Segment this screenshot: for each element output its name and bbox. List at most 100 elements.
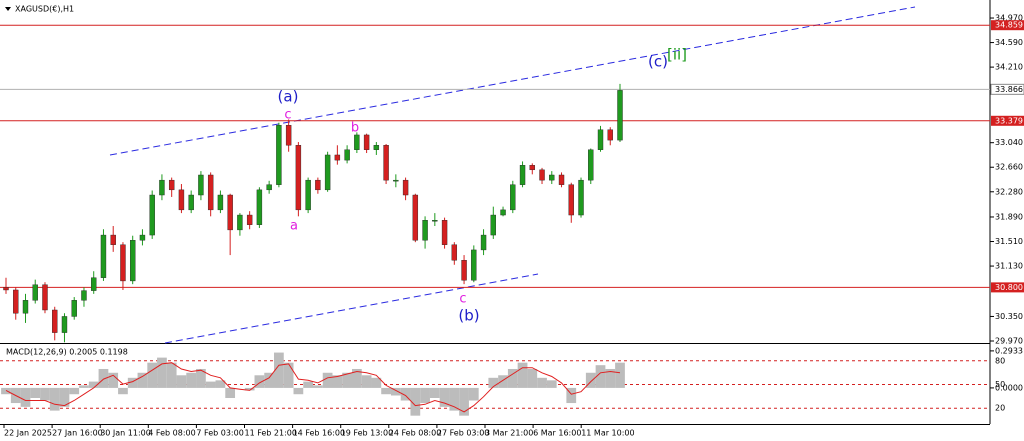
candle-body — [490, 214, 497, 236]
wave-label: c — [284, 108, 291, 123]
candle-body — [500, 209, 506, 216]
candle-body — [354, 134, 360, 150]
candle-body — [305, 179, 311, 211]
macd-bar — [449, 387, 460, 411]
last-price-label: 33.866 — [995, 85, 1023, 94]
candle-body — [149, 194, 155, 236]
macd-bar — [225, 387, 236, 399]
candle-body — [412, 194, 419, 241]
candle-body — [549, 174, 555, 181]
wave-label: b — [351, 121, 359, 136]
candle-body — [32, 284, 38, 301]
candle-body — [217, 194, 224, 211]
macd-bar — [303, 381, 313, 388]
wave-label: a — [290, 219, 298, 234]
candle-body — [461, 260, 467, 281]
macd-bar — [595, 365, 606, 388]
candle-body — [120, 244, 126, 282]
macd-bar — [108, 372, 119, 388]
macd-bar — [254, 375, 265, 388]
macd-bar — [537, 377, 547, 388]
candle-body — [188, 194, 194, 211]
candle-body — [198, 174, 204, 196]
macd-bar — [157, 357, 167, 388]
macd-bar — [166, 362, 177, 388]
candle-body — [558, 174, 565, 185]
candle-body — [402, 179, 409, 196]
macd-bar — [88, 381, 99, 388]
candle-body — [139, 234, 146, 241]
macd-bar — [488, 377, 499, 388]
macd-bar — [381, 387, 391, 395]
level-label: 30.800 — [995, 283, 1023, 292]
wave-label: (b) — [458, 307, 479, 325]
candle-body — [178, 189, 185, 211]
candle-body — [344, 149, 350, 161]
macd-bar — [118, 387, 128, 395]
candle-body — [607, 129, 613, 141]
macd-bar — [196, 368, 206, 388]
candle-body — [383, 145, 389, 181]
candle-body — [393, 179, 399, 182]
macd-bar — [98, 368, 109, 388]
indicator-label: MACD(12,26,9) 0.2005 0.1198 — [6, 348, 128, 357]
candle-body — [100, 234, 107, 278]
upper-trend-line — [109, 6, 916, 156]
macd-bar — [390, 387, 401, 396]
x-tick-label: 30 Jan 11:00 — [100, 429, 151, 438]
candle-body — [568, 184, 574, 216]
y-tick-label: 31.130 — [995, 262, 1023, 271]
candle-body — [480, 234, 487, 251]
candle-body — [441, 220, 448, 245]
macd-bar — [293, 387, 304, 395]
y-tick-label: 29.970 — [995, 336, 1023, 345]
candle-body — [52, 309, 58, 333]
x-tick-label: 14 Feb 16:00 — [293, 429, 345, 438]
candle-body — [597, 129, 604, 150]
candle-body — [285, 125, 292, 146]
macd-bar — [439, 387, 450, 407]
macd-bar — [127, 377, 138, 388]
macd-bar — [40, 387, 50, 401]
candle-body — [22, 300, 29, 314]
candle-body — [422, 220, 428, 241]
candle-body — [91, 277, 97, 291]
macd-bar — [420, 387, 430, 404]
level-tag — [991, 282, 1024, 293]
candle-body — [588, 149, 594, 181]
candle-body — [256, 189, 263, 225]
wave-label: c — [459, 292, 466, 307]
wave-label: [ii] — [667, 46, 687, 64]
candle-body — [295, 145, 302, 211]
signal-line — [5, 362, 621, 413]
macd-bar — [1, 387, 11, 395]
macd-bar — [205, 381, 216, 388]
x-tick-label: 6 Mar 16:00 — [533, 429, 581, 438]
x-tick-label: 3 Mar 21:00 — [485, 429, 533, 438]
x-tick-label: 7 Feb 03:00 — [196, 429, 243, 438]
macd-bar — [274, 352, 284, 388]
x-tick-label: 11 Mar 10:00 — [581, 429, 634, 438]
wave-label: (a) — [278, 88, 299, 106]
candle-body — [110, 234, 116, 245]
macd-bar — [79, 385, 89, 388]
macd-bar — [351, 368, 362, 388]
last-price-tag — [990, 83, 1024, 95]
macd-bar — [400, 387, 411, 401]
candle-body — [3, 287, 9, 291]
macd-bar — [215, 380, 226, 388]
candle-body — [324, 154, 331, 191]
candle-body — [237, 214, 243, 231]
macd-bar — [429, 387, 440, 399]
y-tick-label: 34.970 — [995, 14, 1023, 23]
x-tick-label: 27 Jan 16:00 — [52, 429, 103, 438]
macd-bar — [615, 362, 625, 388]
macd-bar — [30, 387, 41, 399]
macd-bar — [137, 372, 148, 388]
level-label: 33.379 — [995, 116, 1023, 125]
x-tick-label: 11 Feb 21:00 — [245, 429, 297, 438]
macd-bar — [147, 362, 158, 388]
menu-triangle[interactable] — [5, 7, 11, 11]
macd-bar — [342, 372, 352, 388]
